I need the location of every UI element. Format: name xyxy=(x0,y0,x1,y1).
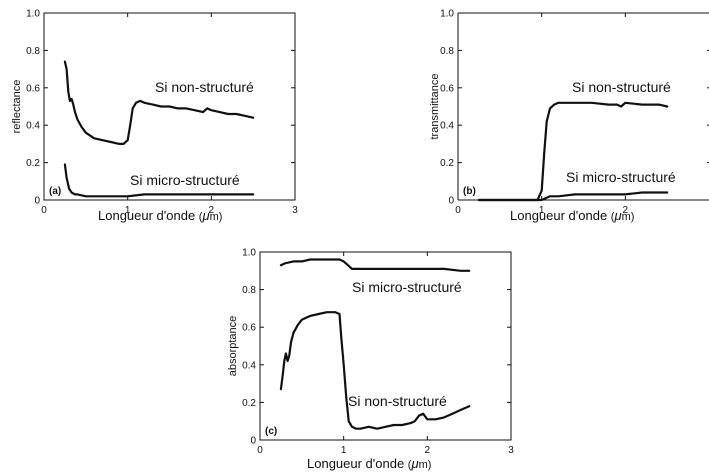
x-axis-label: Longueur d'onde (μm) xyxy=(98,208,222,223)
series-annotation: Si micro-structuré xyxy=(352,279,462,295)
series-line-2 xyxy=(279,311,471,430)
y-tick-label: 0.6 xyxy=(26,83,40,94)
panel-label: (b) xyxy=(463,186,476,197)
y-tick-label: 0.4 xyxy=(440,121,454,132)
x-tick-label: 3 xyxy=(508,445,514,456)
series-line-2 xyxy=(63,163,255,198)
series-line-2 xyxy=(477,191,669,202)
y-tick-label: 1.0 xyxy=(242,248,256,259)
series-annotation: Si micro-structuré xyxy=(130,172,240,188)
y-tick-label: 0.8 xyxy=(26,46,40,57)
panel-2: 0 0.2 0.4 0.6 0.8 1.0 0 1 2 transmittance Longueur… xyxy=(429,9,709,223)
panel-label: (a) xyxy=(49,186,61,197)
x-tick-label: 0 xyxy=(455,205,461,216)
x-tick-label: 1 xyxy=(341,445,347,456)
y-tick-label: 0 xyxy=(250,436,256,447)
y-tick-label: 0 xyxy=(448,196,454,207)
series-line-1 xyxy=(477,101,669,202)
y-axis-label: transmittance xyxy=(429,73,441,139)
series-annotation: Si micro-structuré xyxy=(566,169,676,185)
y-tick-label: 1.0 xyxy=(440,9,454,20)
panel-1: 0 0.2 0.4 0.6 0.8 1.0 0 1 2 3 reflectance Longueur … xyxy=(11,9,298,224)
x-tick-label: 2 xyxy=(623,205,629,216)
x-axis-label: Longueur d'onde (μm) xyxy=(510,208,634,223)
y-tick-label: 0.8 xyxy=(440,46,454,57)
panel-3: 0 0.2 0.4 0.6 0.8 1.0 0 1 2 3 absorptance Longueur … xyxy=(227,248,514,472)
x-tick-label: 0 xyxy=(41,205,47,216)
series-line-1 xyxy=(63,60,255,145)
y-tick-label: 0.2 xyxy=(26,158,40,169)
y-tick-label: 0 xyxy=(34,196,40,207)
y-axis-label: reflectance xyxy=(11,80,23,134)
y-tick-label: 0.6 xyxy=(242,323,256,334)
x-tick-label: 1 xyxy=(125,205,131,216)
series-annotation: Si non-structuré xyxy=(155,79,254,95)
x-tick-label: 2 xyxy=(209,205,215,216)
series-line-1 xyxy=(279,258,471,272)
y-tick-label: 0.2 xyxy=(242,398,256,409)
x-tick-label: 0 xyxy=(257,445,263,456)
y-tick-label: 0.2 xyxy=(440,158,454,169)
x-tick-label: 1 xyxy=(539,205,545,216)
y-tick-label: 0.4 xyxy=(242,360,256,371)
x-tick-label: 2 xyxy=(425,445,431,456)
axis-frame xyxy=(43,12,296,201)
series-annotation: Si non-structuré xyxy=(572,79,671,95)
axis-frame xyxy=(259,251,512,441)
panel-label: (c) xyxy=(265,426,277,437)
y-tick-label: 1.0 xyxy=(26,9,40,20)
series-annotation: Si non-structuré xyxy=(348,393,447,409)
x-tick-label: 3 xyxy=(292,205,298,216)
y-tick-label: 0.4 xyxy=(26,121,40,132)
x-axis-label: Longueur d'onde (μm) xyxy=(307,456,431,471)
y-axis-label: absorptance xyxy=(227,316,239,377)
y-tick-label: 0.6 xyxy=(440,83,454,94)
y-tick-label: 0.8 xyxy=(242,285,256,296)
